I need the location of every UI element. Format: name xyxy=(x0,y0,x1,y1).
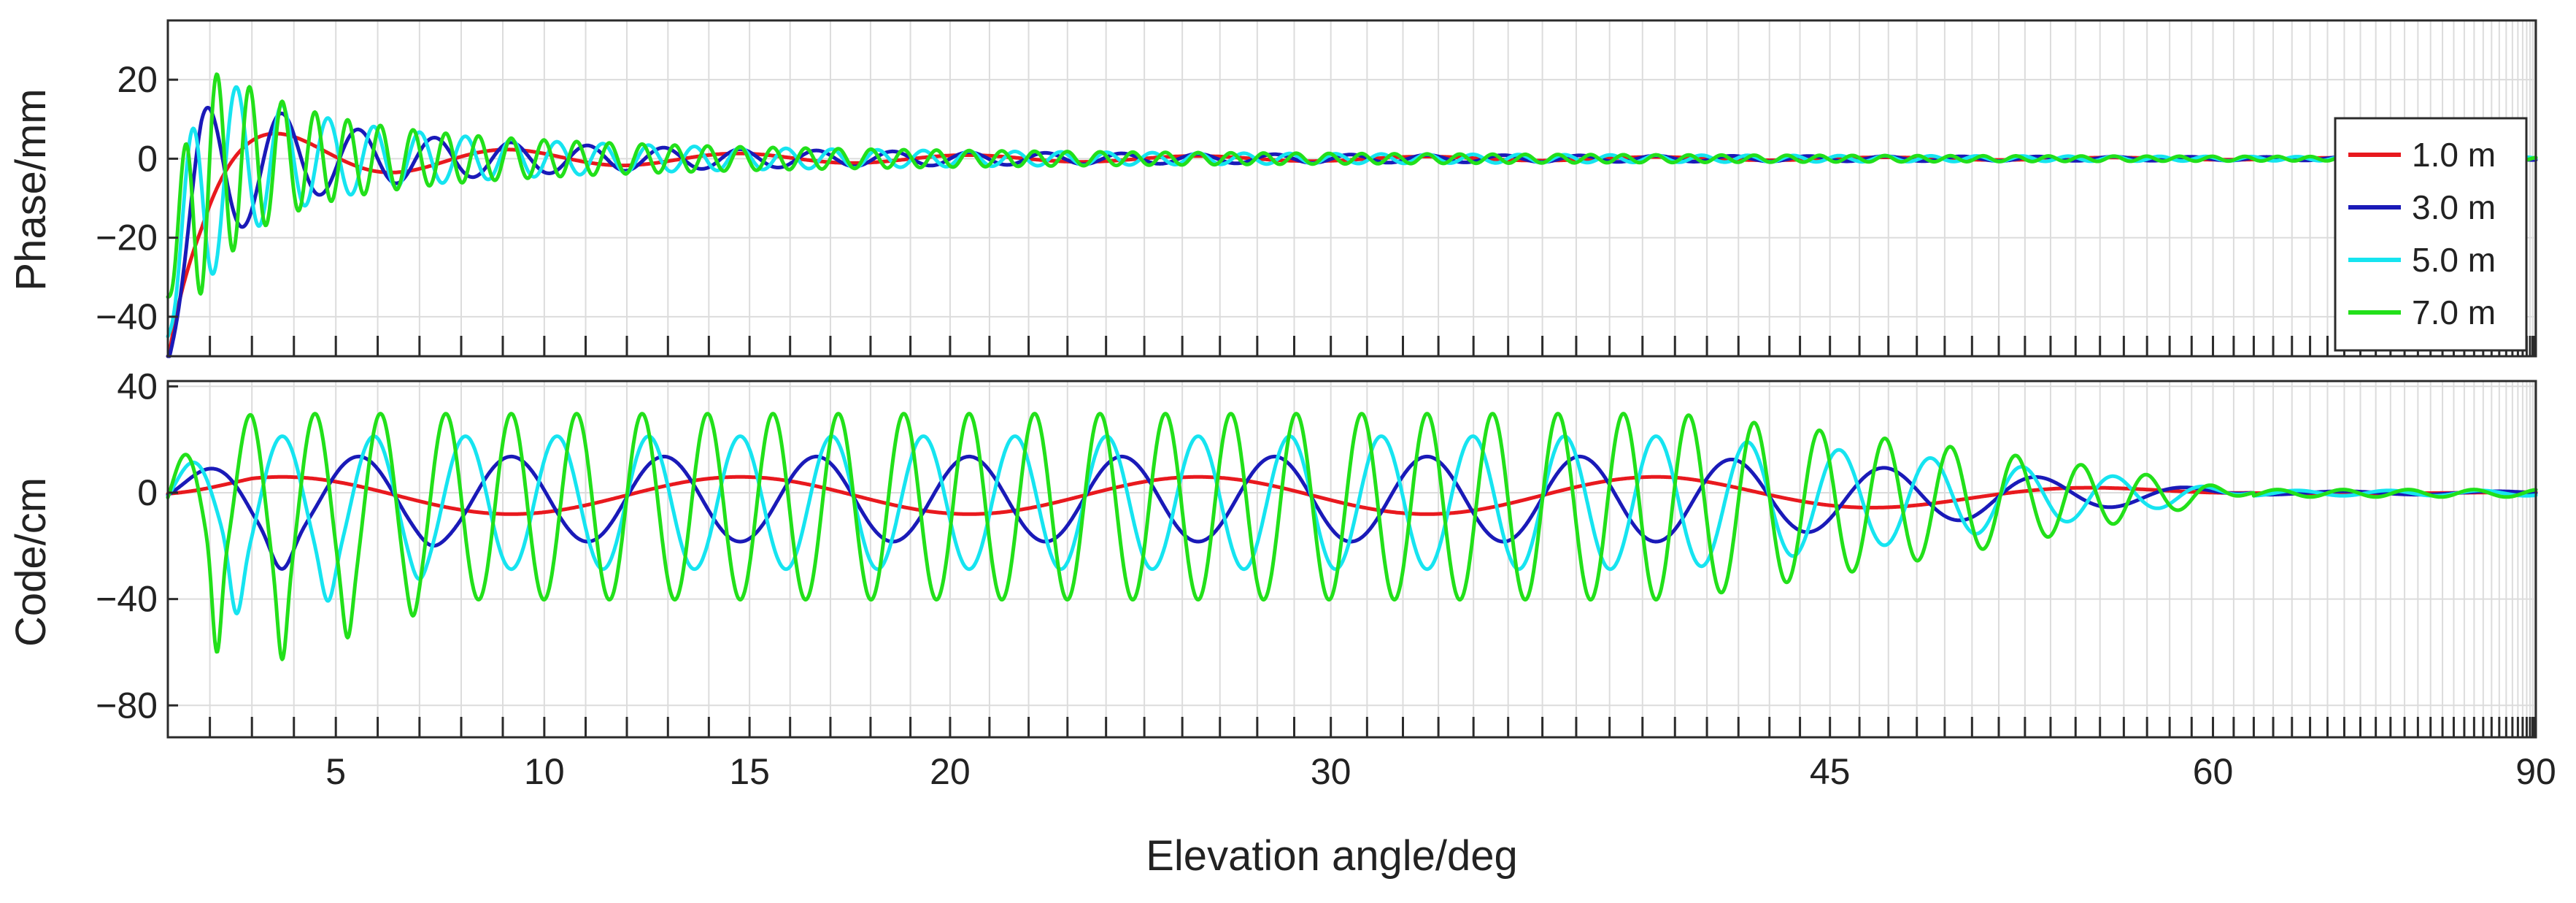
y-tick-label: −20 xyxy=(96,218,158,258)
series-line-3-0-m xyxy=(166,106,2538,358)
phase-panel: −40 −20 0 20 1.0 m 3.0 m 5.0 m 7.0 m xyxy=(96,19,2538,358)
legend-label: 5.0 m xyxy=(2412,241,2496,279)
legend: 1.0 m 3.0 m 5.0 m 7.0 m xyxy=(2334,117,2528,352)
x-tick-label: 90 xyxy=(2515,751,2556,792)
y-tick-label: 20 xyxy=(117,59,158,100)
x-tick-label: 5 xyxy=(325,751,346,792)
y-tick-label: 0 xyxy=(137,472,158,513)
legend-label: 1.0 m xyxy=(2412,136,2496,174)
y-tick-label: −40 xyxy=(96,296,158,337)
x-tick-label: 10 xyxy=(524,751,565,792)
code-panel: −80 −40 0 40 5 10 15 20 30 45 60 90 xyxy=(96,366,2556,792)
legend-label: 7.0 m xyxy=(2412,293,2496,331)
x-tick-label: 60 xyxy=(2193,751,2234,792)
code-axis-label: Code/cm xyxy=(7,477,55,647)
x-tick-label: 20 xyxy=(930,751,971,792)
y-tick-label: 40 xyxy=(117,366,158,407)
series-line-7-0-m xyxy=(166,412,2538,661)
y-tick-label: 0 xyxy=(137,138,158,179)
x-axis-label: Elevation angle/deg xyxy=(1146,832,1518,880)
y-tick-label: −80 xyxy=(96,685,158,726)
series-line-5-0-m xyxy=(166,85,2538,339)
phase-axis-label: Phase/mm xyxy=(7,88,55,291)
series-line-7-0-m xyxy=(166,72,2538,299)
y-tick-label: −40 xyxy=(96,579,158,620)
axis-frame xyxy=(166,380,2537,739)
x-tick-label: 30 xyxy=(1311,751,1351,792)
x-tick-label: 45 xyxy=(1810,751,1851,792)
x-tick-label: 15 xyxy=(729,751,770,792)
legend-label: 3.0 m xyxy=(2412,188,2496,226)
axis-frame xyxy=(166,19,2537,358)
